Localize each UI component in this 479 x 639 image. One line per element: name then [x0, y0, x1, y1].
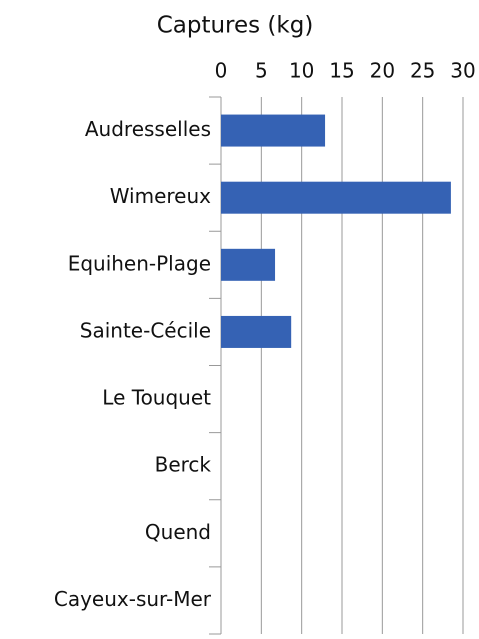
x-tick-label: 25 — [410, 59, 435, 83]
y-tick-label: Wimereux — [110, 184, 211, 208]
y-tick-label: Sainte-Cécile — [80, 318, 211, 342]
bar — [221, 248, 276, 281]
bar — [221, 315, 292, 348]
bar — [221, 114, 326, 147]
y-tick-label: Cayeux-sur-Mer — [54, 587, 212, 611]
chart-title: Captures (kg) — [157, 13, 314, 39]
x-tick-label: 30 — [450, 59, 475, 83]
y-tick-label: Audresselles — [85, 117, 211, 141]
x-tick-label: 5 — [255, 59, 268, 83]
y-tick-label: Le Touquet — [102, 386, 211, 410]
x-tick-label: 15 — [329, 59, 354, 83]
y-tick-label: Berck — [155, 453, 212, 477]
bar — [221, 181, 451, 214]
y-tick-label: Equihen-Plage — [68, 251, 211, 275]
x-tick-label: 10 — [289, 59, 314, 83]
x-tick-label: 20 — [370, 59, 395, 83]
x-tick-label: 0 — [215, 59, 228, 83]
y-tick-label: Quend — [145, 520, 211, 544]
